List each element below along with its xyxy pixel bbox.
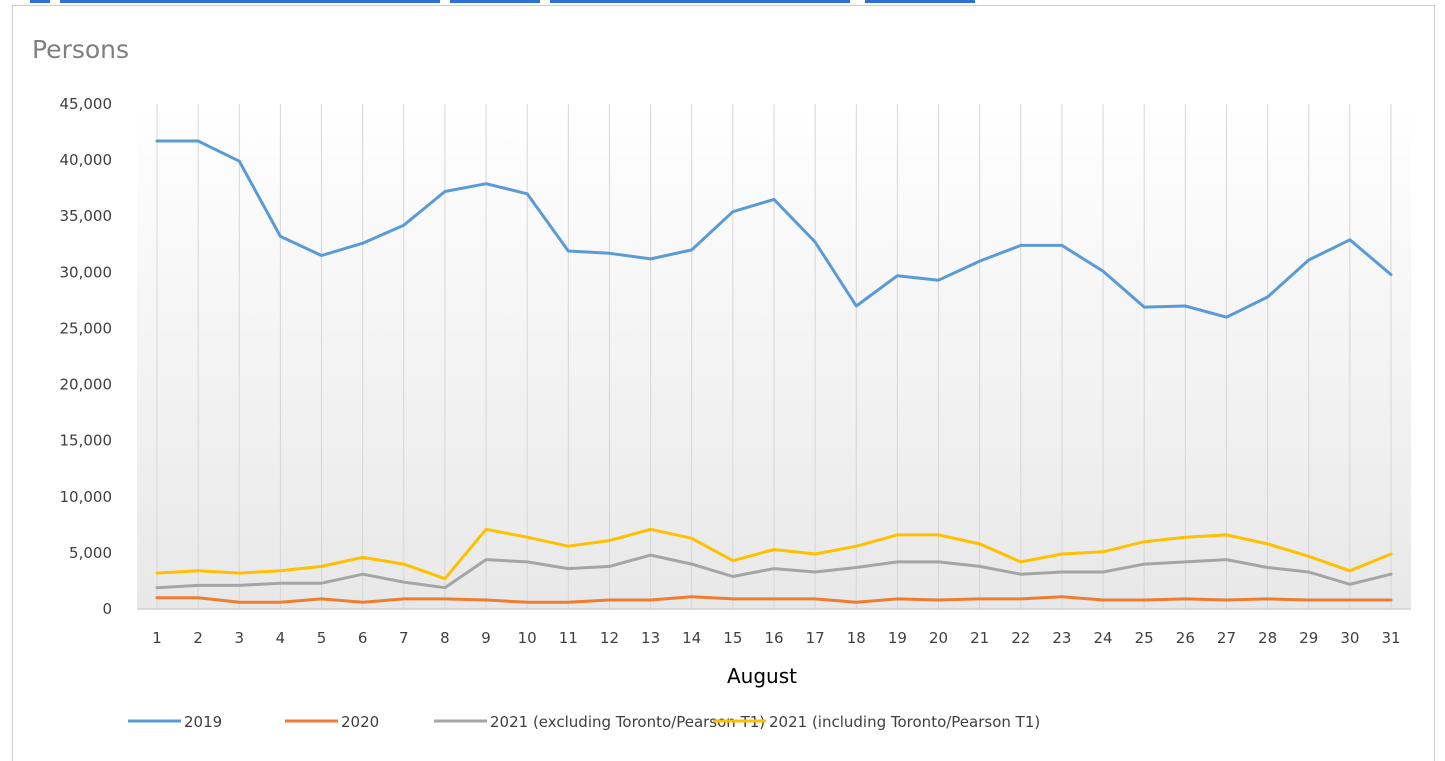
y-tick-label: 30,000	[60, 263, 113, 281]
y-tick-label: 25,000	[60, 319, 113, 337]
x-tick-label: 18	[847, 629, 866, 647]
x-tick-label: 21	[970, 629, 989, 647]
y-tick-label: 0	[102, 600, 112, 618]
x-tick-label: 5	[317, 629, 327, 647]
x-tick-label: 2	[193, 629, 203, 647]
x-tick-label: 22	[1011, 629, 1030, 647]
x-tick-label: 30	[1340, 629, 1359, 647]
chart-title: Persons	[32, 35, 129, 64]
x-tick-label: 19	[888, 629, 907, 647]
x-tick-label: 20	[929, 629, 948, 647]
x-tick-label: 23	[1052, 629, 1071, 647]
y-tick-label: 5,000	[69, 544, 112, 562]
series-line-3	[155, 527, 1393, 581]
x-tick-label: 11	[559, 629, 578, 647]
x-tick-label: 12	[600, 629, 619, 647]
x-tick-label: 28	[1258, 629, 1277, 647]
x-tick-label: 16	[764, 629, 783, 647]
x-tick-label: 13	[641, 629, 660, 647]
x-tick-label: 14	[682, 629, 701, 647]
x-tick-label: 15	[723, 629, 742, 647]
y-tick-label: 10,000	[60, 488, 113, 506]
legend-label: 2020	[341, 713, 379, 731]
y-tick-label: 45,000	[60, 95, 113, 113]
y-tick-label: 20,000	[60, 376, 113, 394]
x-tick-label: 6	[358, 629, 368, 647]
x-tick-label: 3	[234, 629, 244, 647]
x-tick-label: 26	[1176, 629, 1195, 647]
x-tick-label: 4	[276, 629, 286, 647]
legend-label: 2019	[184, 713, 222, 731]
x-tick-label: 25	[1135, 629, 1154, 647]
x-tick-label: 27	[1217, 629, 1236, 647]
legend-label: 2021 (including Toronto/Pearson T1)	[769, 713, 1040, 731]
x-axis-label: August	[727, 664, 797, 688]
x-tick-label: 17	[806, 629, 825, 647]
y-tick-label: 15,000	[60, 432, 113, 450]
series-line-1	[155, 595, 1393, 604]
y-tick-label: 40,000	[60, 151, 113, 169]
x-tick-label: 9	[481, 629, 491, 647]
series-line-2	[155, 553, 1393, 590]
x-tick-label: 29	[1299, 629, 1318, 647]
x-tick-label: 24	[1094, 629, 1113, 647]
x-tick-label: 8	[440, 629, 450, 647]
x-tick-label: 10	[518, 629, 537, 647]
x-tick-label: 1	[152, 629, 162, 647]
x-tick-label: 31	[1381, 629, 1400, 647]
link-strip	[0, 0, 1445, 4]
x-tick-label: 7	[399, 629, 409, 647]
legend-label: 2021 (excluding Toronto/Pearson T1)	[490, 713, 765, 731]
y-tick-label: 35,000	[60, 207, 113, 225]
series-line-0	[155, 139, 1393, 319]
